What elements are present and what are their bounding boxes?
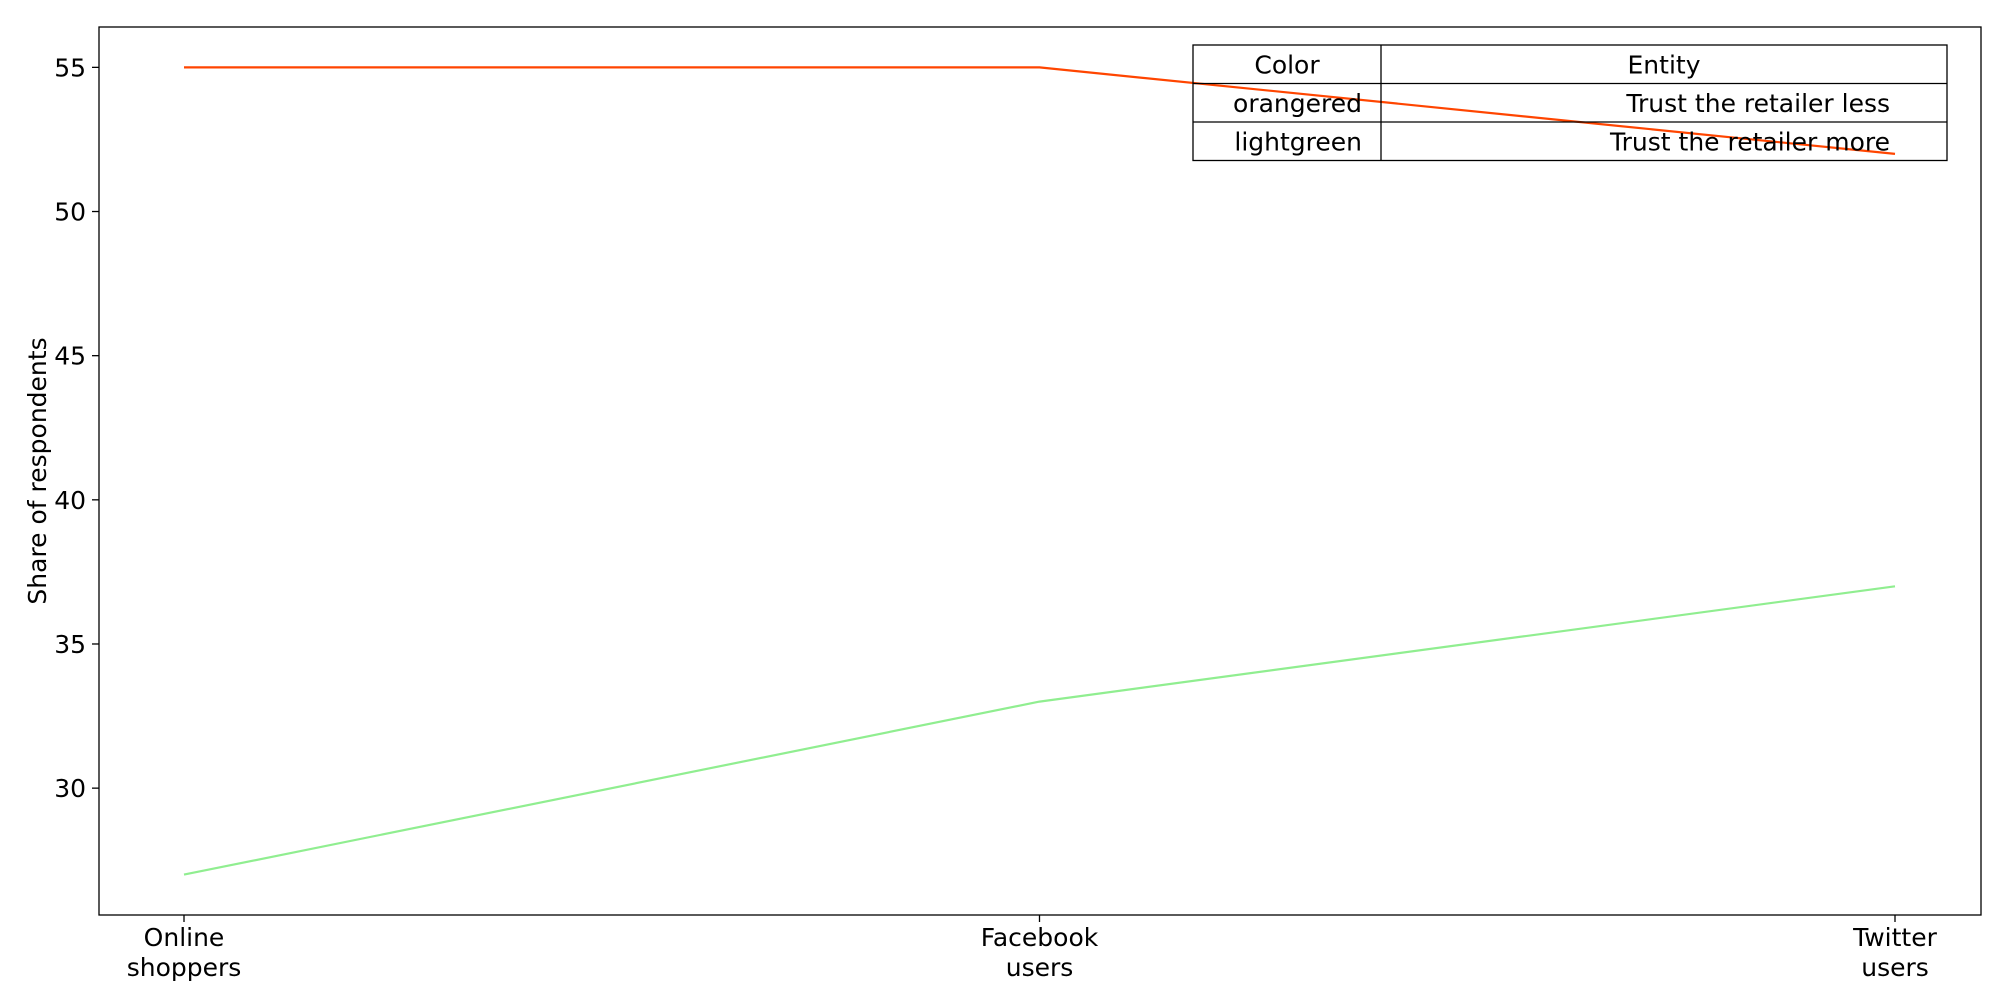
series-line bbox=[183, 585, 1896, 876]
legend-color-name: lightgreen bbox=[1234, 127, 1362, 156]
y-tick-label: 40 bbox=[54, 486, 86, 515]
legend-border bbox=[1192, 44, 1948, 162]
x-tick-label: Facebook users bbox=[981, 923, 1099, 982]
y-tick-label: 50 bbox=[54, 198, 86, 227]
series-layer bbox=[183, 66, 1896, 876]
legend-header-entity: Entity bbox=[1628, 50, 1701, 79]
y-tick-label: 30 bbox=[54, 774, 86, 803]
series-line bbox=[184, 66, 1896, 155]
y-tick-label: 35 bbox=[54, 630, 86, 659]
legend-entity-name: Trust the retailer less bbox=[1625, 89, 1890, 118]
legend-entity-name: Trust the retailer more bbox=[1609, 127, 1890, 156]
x-axis: Online shoppers Facebook users Twitter users bbox=[127, 915, 1938, 982]
y-axis: 30 35 40 45 50 55 bbox=[54, 53, 99, 803]
y-tick-label: 45 bbox=[54, 342, 86, 371]
x-tick-label: Online shoppers bbox=[127, 923, 242, 982]
legend-header-color: Color bbox=[1254, 50, 1320, 79]
legend-table: Color Entity orangered Trust the retailer l… bbox=[1192, 44, 1948, 162]
y-axis-label: Share of respondents bbox=[23, 337, 52, 604]
legend-color-name: orangered bbox=[1233, 89, 1362, 118]
y-tick-label: 55 bbox=[54, 53, 86, 82]
x-tick-label: Twitter users bbox=[1852, 923, 1938, 982]
